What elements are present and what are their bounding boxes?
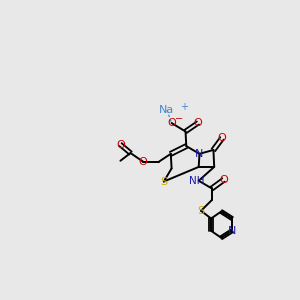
Text: N: N	[228, 226, 236, 236]
Text: +: +	[180, 102, 188, 112]
Text: N: N	[195, 149, 204, 159]
Text: O: O	[194, 118, 202, 128]
Text: O: O	[167, 118, 176, 128]
Text: S: S	[160, 176, 167, 187]
Text: −: −	[175, 114, 183, 124]
Text: O: O	[139, 157, 147, 166]
Text: O: O	[116, 140, 125, 150]
Text: O: O	[218, 134, 226, 143]
Text: O: O	[219, 175, 228, 185]
Text: Na: Na	[159, 105, 175, 115]
Text: S: S	[197, 206, 205, 216]
Text: NH: NH	[189, 176, 204, 186]
